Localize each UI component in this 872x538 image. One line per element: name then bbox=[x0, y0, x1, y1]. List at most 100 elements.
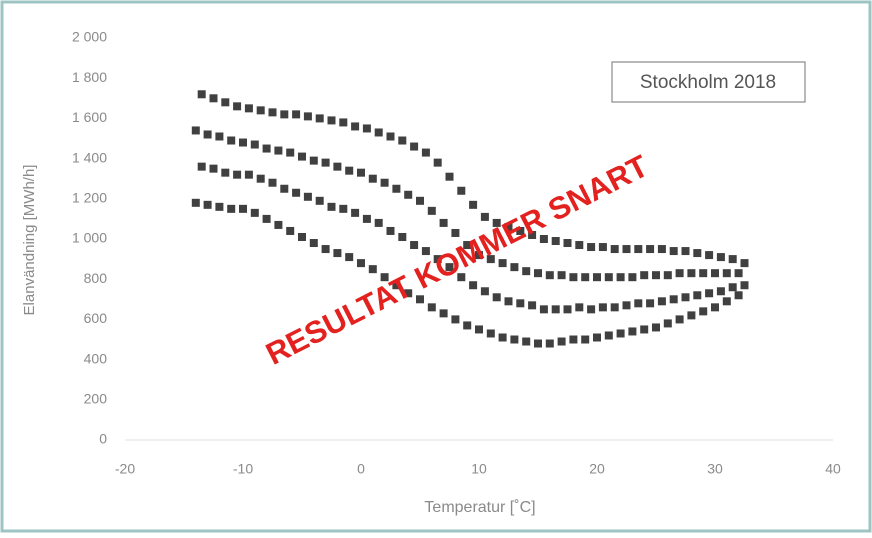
scatter-point bbox=[309, 156, 318, 165]
scatter-point bbox=[215, 202, 224, 211]
x-axis-label: Temperatur [˚C] bbox=[424, 499, 535, 516]
x-tick-label: 30 bbox=[707, 461, 723, 477]
x-tick-label: -20 bbox=[115, 461, 135, 477]
scatter-point bbox=[250, 208, 259, 217]
scatter-point bbox=[457, 186, 466, 195]
scatter-point bbox=[581, 335, 590, 344]
scatter-point bbox=[711, 303, 719, 312]
scatter-point bbox=[587, 305, 596, 314]
scatter-point bbox=[728, 283, 737, 292]
x-tick-label: -10 bbox=[233, 461, 253, 477]
scatter-points bbox=[191, 90, 749, 348]
scatter-point bbox=[545, 271, 554, 280]
scatter-point bbox=[351, 122, 360, 131]
scatter-point bbox=[239, 204, 247, 213]
scatter-point bbox=[457, 273, 466, 282]
scatter-point bbox=[516, 299, 525, 308]
scatter-point bbox=[209, 94, 218, 103]
scatter-point bbox=[640, 325, 649, 334]
scatter-point bbox=[740, 281, 749, 290]
scatter-point bbox=[439, 309, 448, 318]
scatter-point bbox=[274, 220, 283, 229]
scatter-point bbox=[345, 253, 354, 262]
scatter-point bbox=[362, 214, 371, 223]
scatter-point bbox=[640, 271, 649, 280]
scatter-point bbox=[256, 174, 265, 183]
scatter-point bbox=[244, 104, 253, 113]
scatter-point bbox=[663, 319, 672, 328]
scatter-point bbox=[610, 245, 619, 254]
scatter-point bbox=[711, 269, 719, 278]
scatter-point bbox=[203, 200, 212, 209]
scatter-point bbox=[298, 152, 306, 161]
scatter-point bbox=[699, 307, 708, 316]
scatter-point bbox=[463, 241, 472, 250]
scatter-point bbox=[604, 331, 613, 340]
scatter-point bbox=[345, 166, 354, 175]
scatter-point bbox=[274, 146, 283, 155]
scatter-point bbox=[333, 249, 342, 258]
scatter-point bbox=[551, 237, 560, 246]
annotation: Stockholm 2018 bbox=[640, 72, 776, 93]
scatter-point bbox=[292, 188, 301, 197]
y-tick-label: 1 600 bbox=[72, 109, 107, 125]
scatter-point bbox=[539, 305, 548, 314]
scatter-point bbox=[398, 232, 407, 241]
scatter-point bbox=[286, 148, 295, 157]
scatter-point bbox=[309, 239, 318, 248]
scatter-point bbox=[575, 303, 584, 312]
scatter-point bbox=[498, 333, 507, 342]
scatter-point bbox=[734, 269, 743, 278]
scatter-point bbox=[492, 218, 501, 227]
scatter-point bbox=[498, 259, 507, 268]
scatter-point bbox=[374, 218, 383, 227]
y-tick-label: 400 bbox=[84, 350, 108, 366]
scatter-point bbox=[480, 287, 489, 296]
scatter-point bbox=[728, 255, 737, 264]
scatter-point bbox=[705, 251, 714, 260]
scatter-point bbox=[191, 126, 200, 135]
scatter-point bbox=[398, 136, 407, 145]
scatter-point bbox=[327, 116, 336, 125]
scatter-point bbox=[445, 172, 454, 181]
scatter-point bbox=[480, 212, 489, 221]
scatter-point bbox=[492, 293, 501, 302]
scatter-point bbox=[321, 245, 330, 254]
x-tick-label: 10 bbox=[471, 461, 487, 477]
scatter-point bbox=[657, 245, 666, 254]
scatter-point bbox=[687, 311, 696, 320]
scatter-point bbox=[534, 269, 542, 278]
scatter-point bbox=[321, 158, 330, 167]
scatter-point bbox=[215, 132, 224, 141]
scatter-point bbox=[209, 164, 218, 173]
scatter-point bbox=[610, 303, 619, 312]
scatter-point bbox=[551, 305, 560, 314]
scatter-point bbox=[593, 333, 601, 342]
scatter-point bbox=[268, 108, 277, 117]
scatter-point bbox=[504, 297, 513, 306]
scatter-point bbox=[722, 269, 731, 278]
scatter-point bbox=[687, 269, 696, 278]
scatter-point bbox=[386, 132, 395, 141]
annotation-box bbox=[611, 61, 806, 103]
scatter-point bbox=[451, 315, 460, 324]
scatter-point bbox=[421, 148, 430, 157]
scatter-point bbox=[339, 118, 348, 127]
scatter-point bbox=[734, 291, 743, 300]
scatter-point bbox=[357, 168, 365, 177]
scatter-point bbox=[693, 291, 702, 300]
scatter-point bbox=[262, 214, 271, 223]
y-axis-label: Elanvändning [MWh/h] bbox=[21, 165, 38, 316]
scatter-point bbox=[351, 208, 360, 217]
y-tick-label: 2 000 bbox=[72, 29, 107, 45]
scatter-point bbox=[563, 305, 572, 314]
scatter-point bbox=[604, 273, 613, 282]
scatter-point bbox=[416, 295, 424, 304]
scatter-point bbox=[469, 281, 478, 290]
scatter-point bbox=[663, 271, 672, 280]
scatter-point bbox=[463, 321, 472, 330]
scatter-point bbox=[203, 130, 212, 139]
x-tick-label: 20 bbox=[589, 461, 605, 477]
scatter-point bbox=[634, 245, 643, 254]
